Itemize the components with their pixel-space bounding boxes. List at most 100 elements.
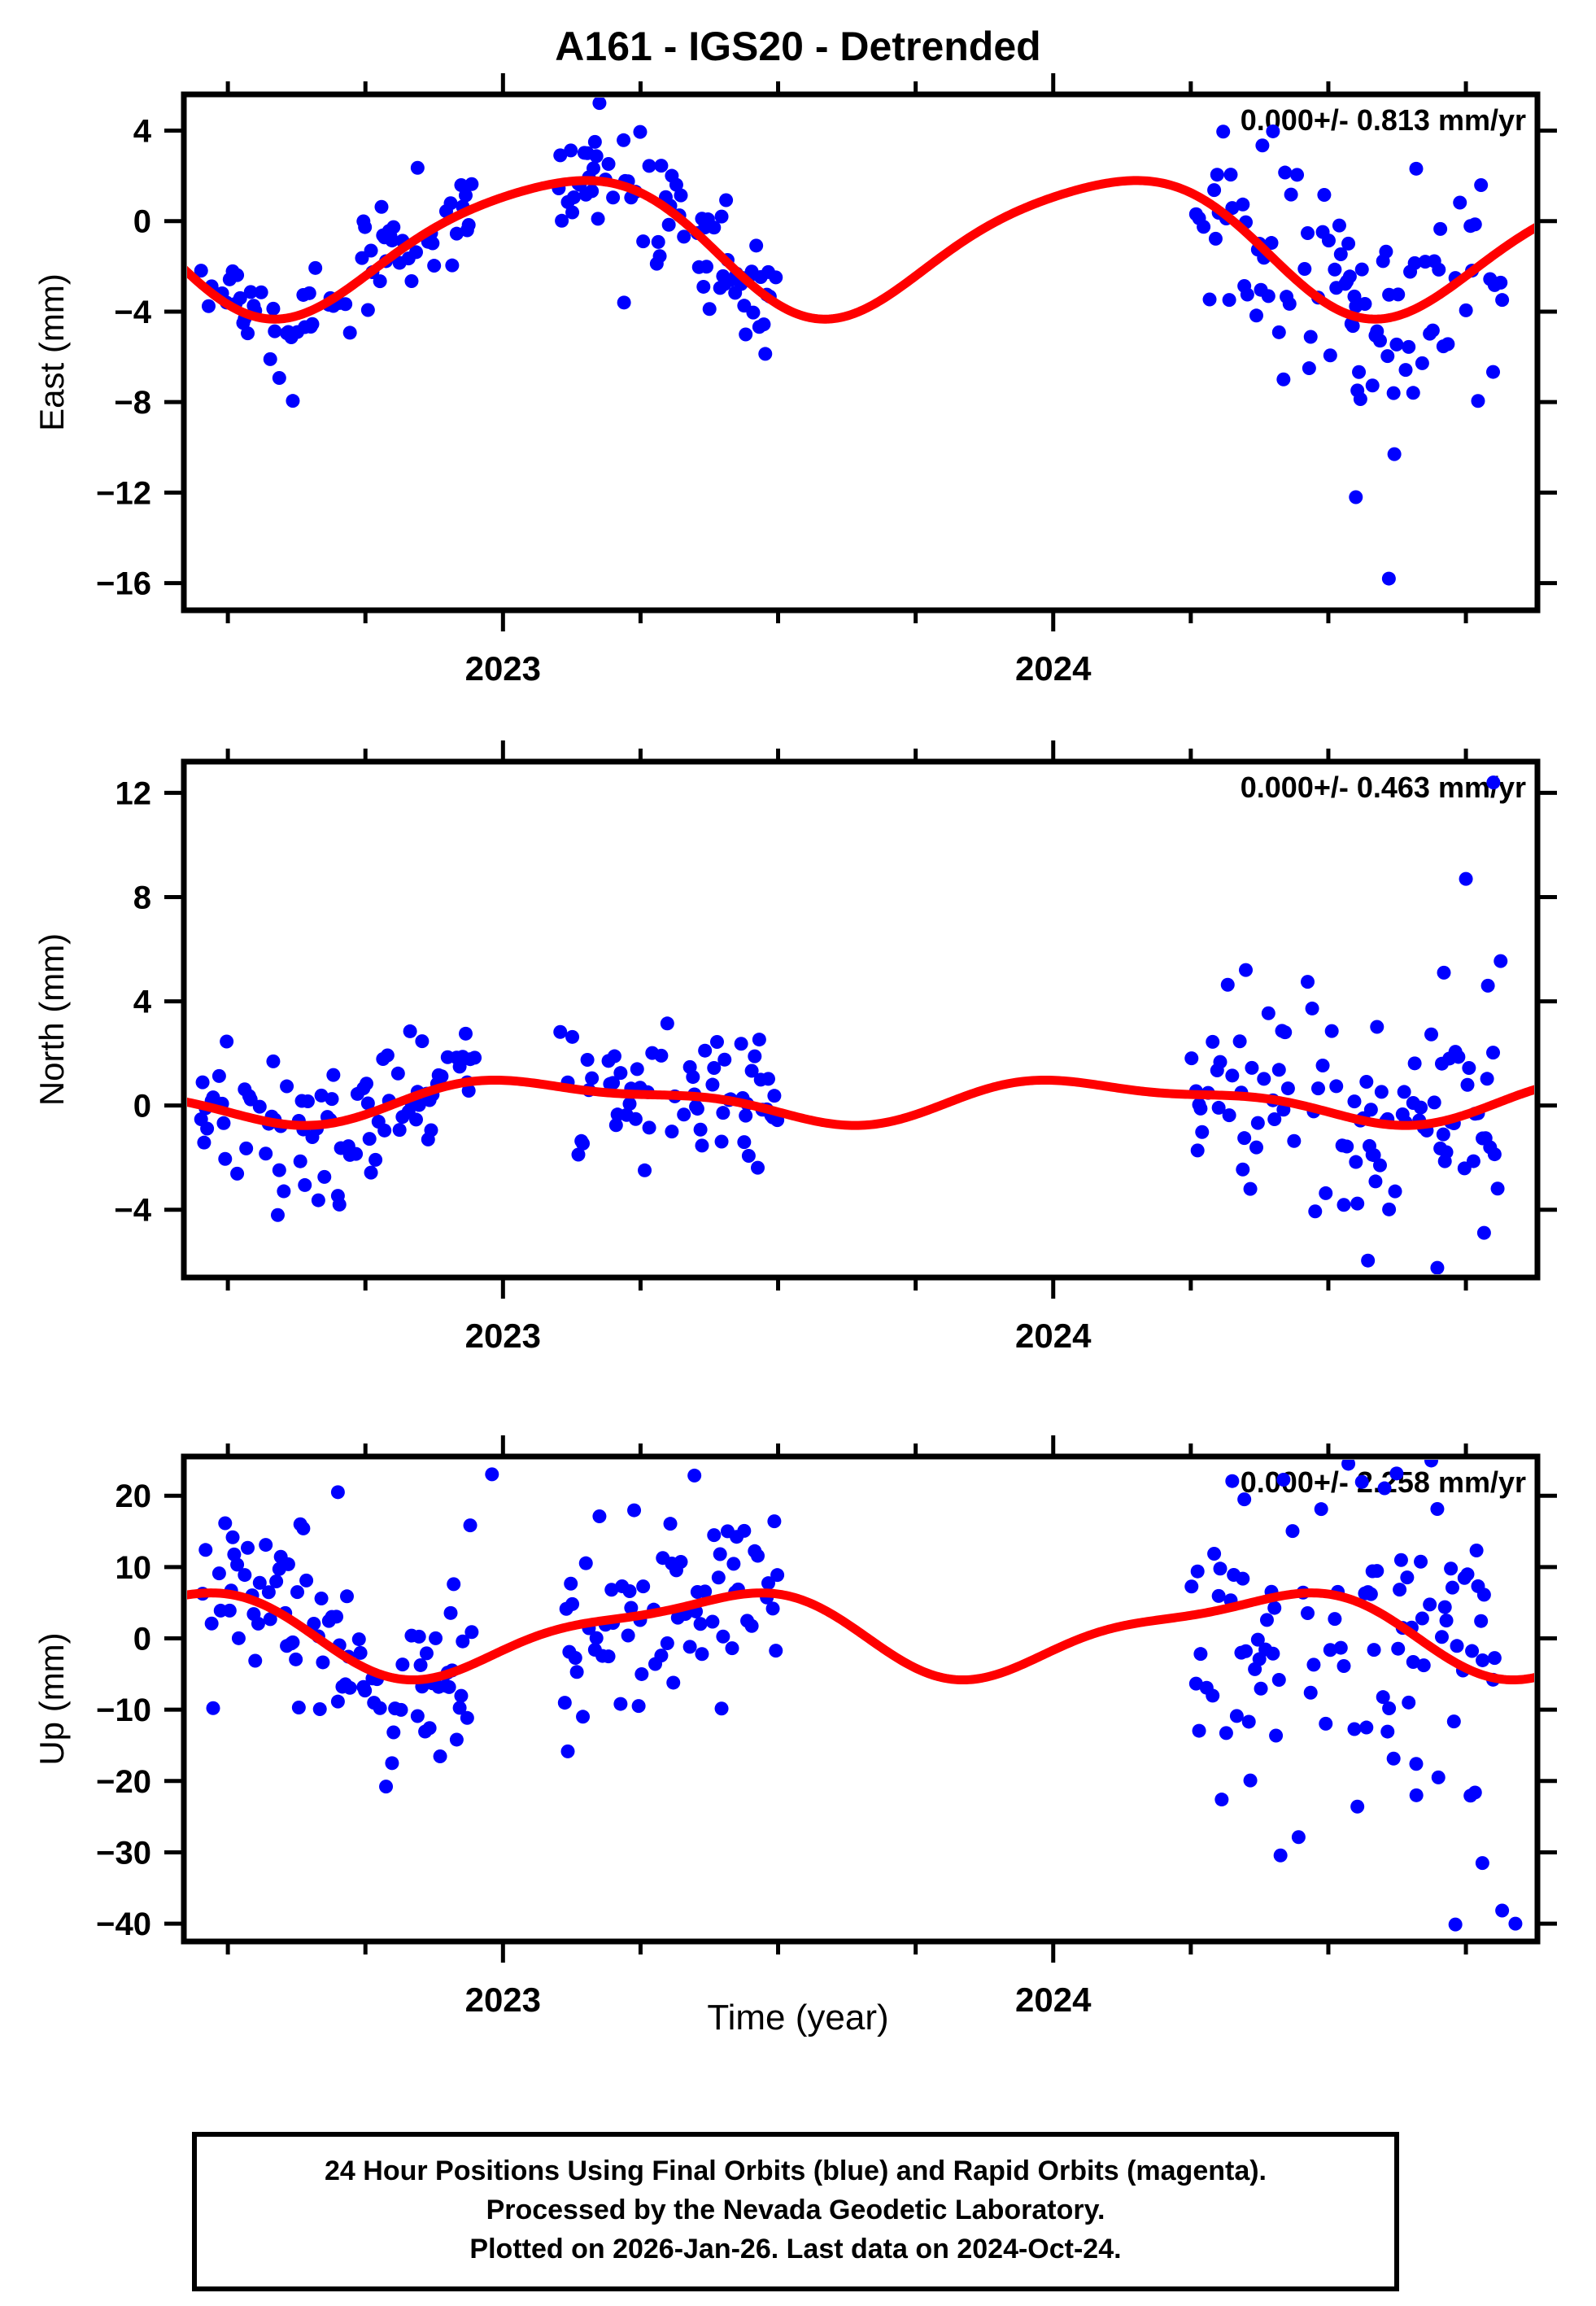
data-point: [1303, 330, 1318, 344]
data-point: [587, 161, 601, 176]
chart-canvas: 2023 2024 4 0 −4 −8 −12 −16 East (mm) 0.000+/- 0.…: [33, 73, 1557, 2019]
data-point: [1255, 138, 1270, 153]
data-point: [622, 1097, 637, 1112]
data-point: [364, 1165, 378, 1180]
data-point: [585, 184, 600, 199]
data-point: [1206, 1688, 1220, 1703]
data-point: [394, 1702, 408, 1717]
data-point-outlier: [485, 1467, 499, 1482]
data-point: [314, 1592, 329, 1606]
data-point: [1494, 275, 1508, 290]
data-point: [353, 1645, 368, 1660]
data-point: [1266, 124, 1280, 138]
data-point: [1333, 1640, 1348, 1655]
data-point: [1342, 269, 1357, 284]
data-point: [238, 1568, 252, 1583]
data-layer: [187, 775, 1534, 1274]
x-tick-label: 2024: [1015, 1317, 1092, 1355]
data-point: [564, 1576, 578, 1591]
data-point: [564, 143, 578, 158]
data-point: [1197, 220, 1211, 234]
data-point: [211, 1566, 226, 1581]
data-point: [412, 1629, 426, 1644]
data-point: [289, 1652, 303, 1666]
data-point: [302, 286, 316, 300]
data-point: [410, 160, 425, 175]
data-point: [443, 196, 458, 211]
data-point-outlier: [1431, 1770, 1446, 1784]
data-point: [622, 1583, 637, 1598]
data-point: [230, 1166, 245, 1181]
data-layer: [187, 98, 1534, 586]
data-point: [296, 1521, 311, 1535]
data-point: [1460, 1567, 1475, 1582]
data-point: [702, 302, 717, 317]
data-point: [427, 259, 442, 273]
data-point: [663, 1517, 678, 1531]
data-point: [1353, 391, 1367, 406]
data-point: [695, 1138, 709, 1153]
data-point: [1476, 1588, 1491, 1602]
data-point: [385, 234, 399, 248]
data-point: [280, 1079, 294, 1094]
data-point: [1267, 1601, 1282, 1615]
data-point: [695, 1647, 709, 1662]
data-point: [587, 134, 602, 149]
data-point: [413, 1657, 428, 1672]
data-point: [468, 1050, 482, 1065]
data-point: [1400, 1570, 1415, 1585]
data-point: [1476, 1653, 1490, 1667]
data-point: [1414, 1554, 1428, 1569]
data-point: [307, 1617, 321, 1631]
x-tick-label: 2024: [1015, 1981, 1092, 2019]
data-point: [674, 1554, 688, 1569]
data-point: [443, 1605, 458, 1620]
data-point: [761, 1072, 775, 1086]
data-point: [1250, 1632, 1265, 1647]
data-point: [461, 218, 476, 232]
data-point: [218, 1516, 233, 1531]
rate-annotation: 0.000+/- 0.463 mm/yr: [1241, 771, 1526, 804]
data-point: [364, 243, 378, 258]
data-point: [1269, 1728, 1284, 1743]
data-point: [1220, 977, 1235, 992]
data-point: [429, 1631, 443, 1645]
data-point: [1380, 349, 1395, 364]
data-point: [1206, 1034, 1220, 1049]
data-point: [770, 1568, 785, 1583]
data-point: [1374, 1085, 1389, 1099]
data-point: [758, 347, 773, 361]
data-point: [252, 1575, 267, 1590]
data-point: [1340, 1139, 1354, 1154]
data-point: [604, 1583, 619, 1597]
data-point: [1430, 1502, 1445, 1517]
data-point: [1287, 1133, 1302, 1148]
seasonal-fit-curve: [187, 176, 1534, 324]
data-point: [222, 1603, 237, 1618]
data-point: [707, 221, 722, 235]
data-point: [1439, 1614, 1454, 1628]
data-point: [1323, 348, 1337, 363]
data-point: [652, 249, 667, 264]
data-point: [1301, 225, 1315, 240]
data-point: [1386, 1751, 1401, 1766]
data-point: [1350, 1196, 1365, 1211]
data-point: [404, 274, 419, 289]
data-point: [1285, 1524, 1300, 1539]
data-point: [1266, 1646, 1280, 1661]
data-point: [714, 1134, 729, 1149]
data-point: [1377, 1481, 1392, 1496]
data-point: [1216, 124, 1231, 139]
data-point: [461, 1083, 476, 1098]
data-point: [360, 303, 375, 317]
data-point: [1193, 1647, 1208, 1662]
data-point: [1476, 1225, 1491, 1240]
data-point: [1213, 1055, 1228, 1069]
data-point: [677, 1107, 691, 1122]
data-point: [1423, 1597, 1437, 1612]
data-point: [263, 352, 277, 366]
data-point: [1341, 1460, 1356, 1471]
data-point: [1354, 262, 1369, 277]
data-point: [266, 1054, 281, 1068]
data-point: [1261, 289, 1275, 304]
